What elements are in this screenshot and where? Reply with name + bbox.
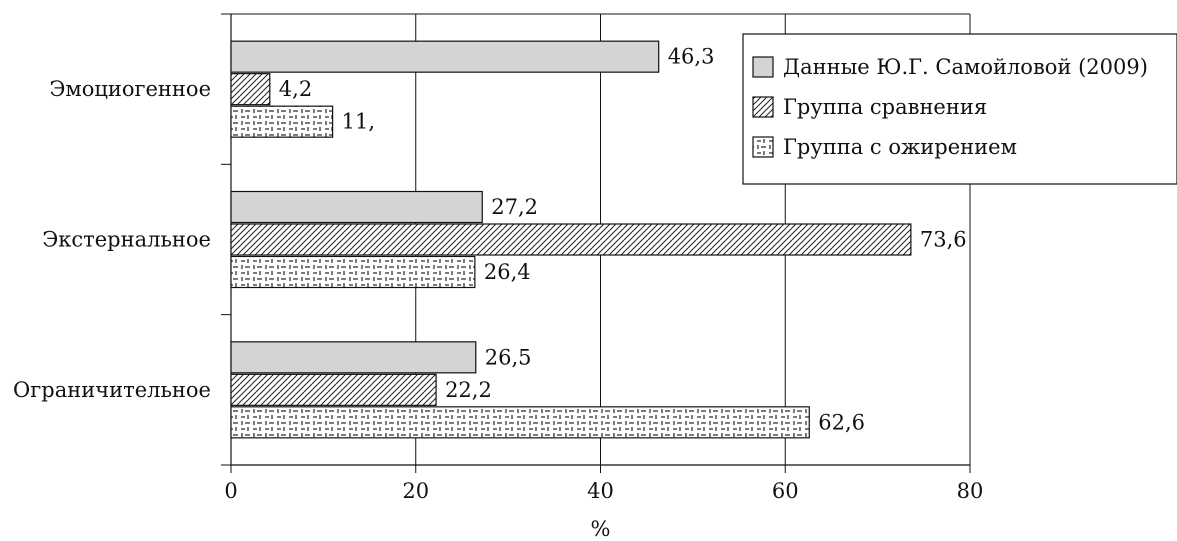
bar-gray-0: [230, 40, 660, 73]
legend-swatch-dots: [752, 136, 774, 158]
data-label: 62,6: [818, 410, 865, 434]
x-tick-label-60: 60: [772, 479, 799, 503]
data-labels: 46,3 4,2 11, 27,2 73,6 26,4 26,5 22,2 62,6: [279, 45, 967, 435]
legend: Данные Ю.Г. Самойловой (2009) Группа срав…: [742, 33, 1177, 185]
data-label: 11,: [342, 110, 375, 134]
bar-hatch-0: [230, 73, 271, 106]
legend-entry: Группа с ожирением: [783, 135, 1017, 159]
category-label: Экстернальное: [42, 228, 211, 252]
bar-dots-1: [230, 255, 476, 289]
bar-hatch-1: [230, 223, 912, 256]
x-axis-title: %: [591, 517, 611, 541]
bar-dots-0: [230, 105, 334, 138]
data-label: 73,6: [920, 228, 967, 252]
data-label: 26,4: [484, 260, 531, 284]
data-label: 46,3: [668, 45, 715, 69]
x-tick-label-80: 80: [957, 479, 984, 503]
x-tick-label-40: 40: [587, 479, 614, 503]
x-tick-label-0: 0: [224, 479, 237, 503]
category-label: Ограничительное: [13, 378, 211, 402]
data-label: 4,2: [279, 77, 312, 101]
bars: [230, 40, 912, 439]
data-label: 22,2: [445, 378, 492, 402]
legend-swatch-gray: [752, 56, 774, 78]
data-label: 27,2: [491, 195, 538, 219]
legend-entry: Данные Ю.Г. Самойловой (2009): [783, 55, 1148, 79]
data-label: 26,5: [485, 345, 532, 369]
legend-box: [742, 33, 1177, 185]
category-label: Эмоциогенное: [49, 77, 211, 101]
bar-hatch-2: [230, 373, 437, 406]
x-tick-label-20: 20: [402, 479, 429, 503]
legend-swatch-hatch: [752, 96, 774, 118]
bar-gray-2: [230, 341, 477, 374]
bar-dots-2: [230, 406, 810, 439]
legend-entry: Группа сравнения: [783, 95, 987, 119]
bar-gray-1: [230, 190, 483, 224]
